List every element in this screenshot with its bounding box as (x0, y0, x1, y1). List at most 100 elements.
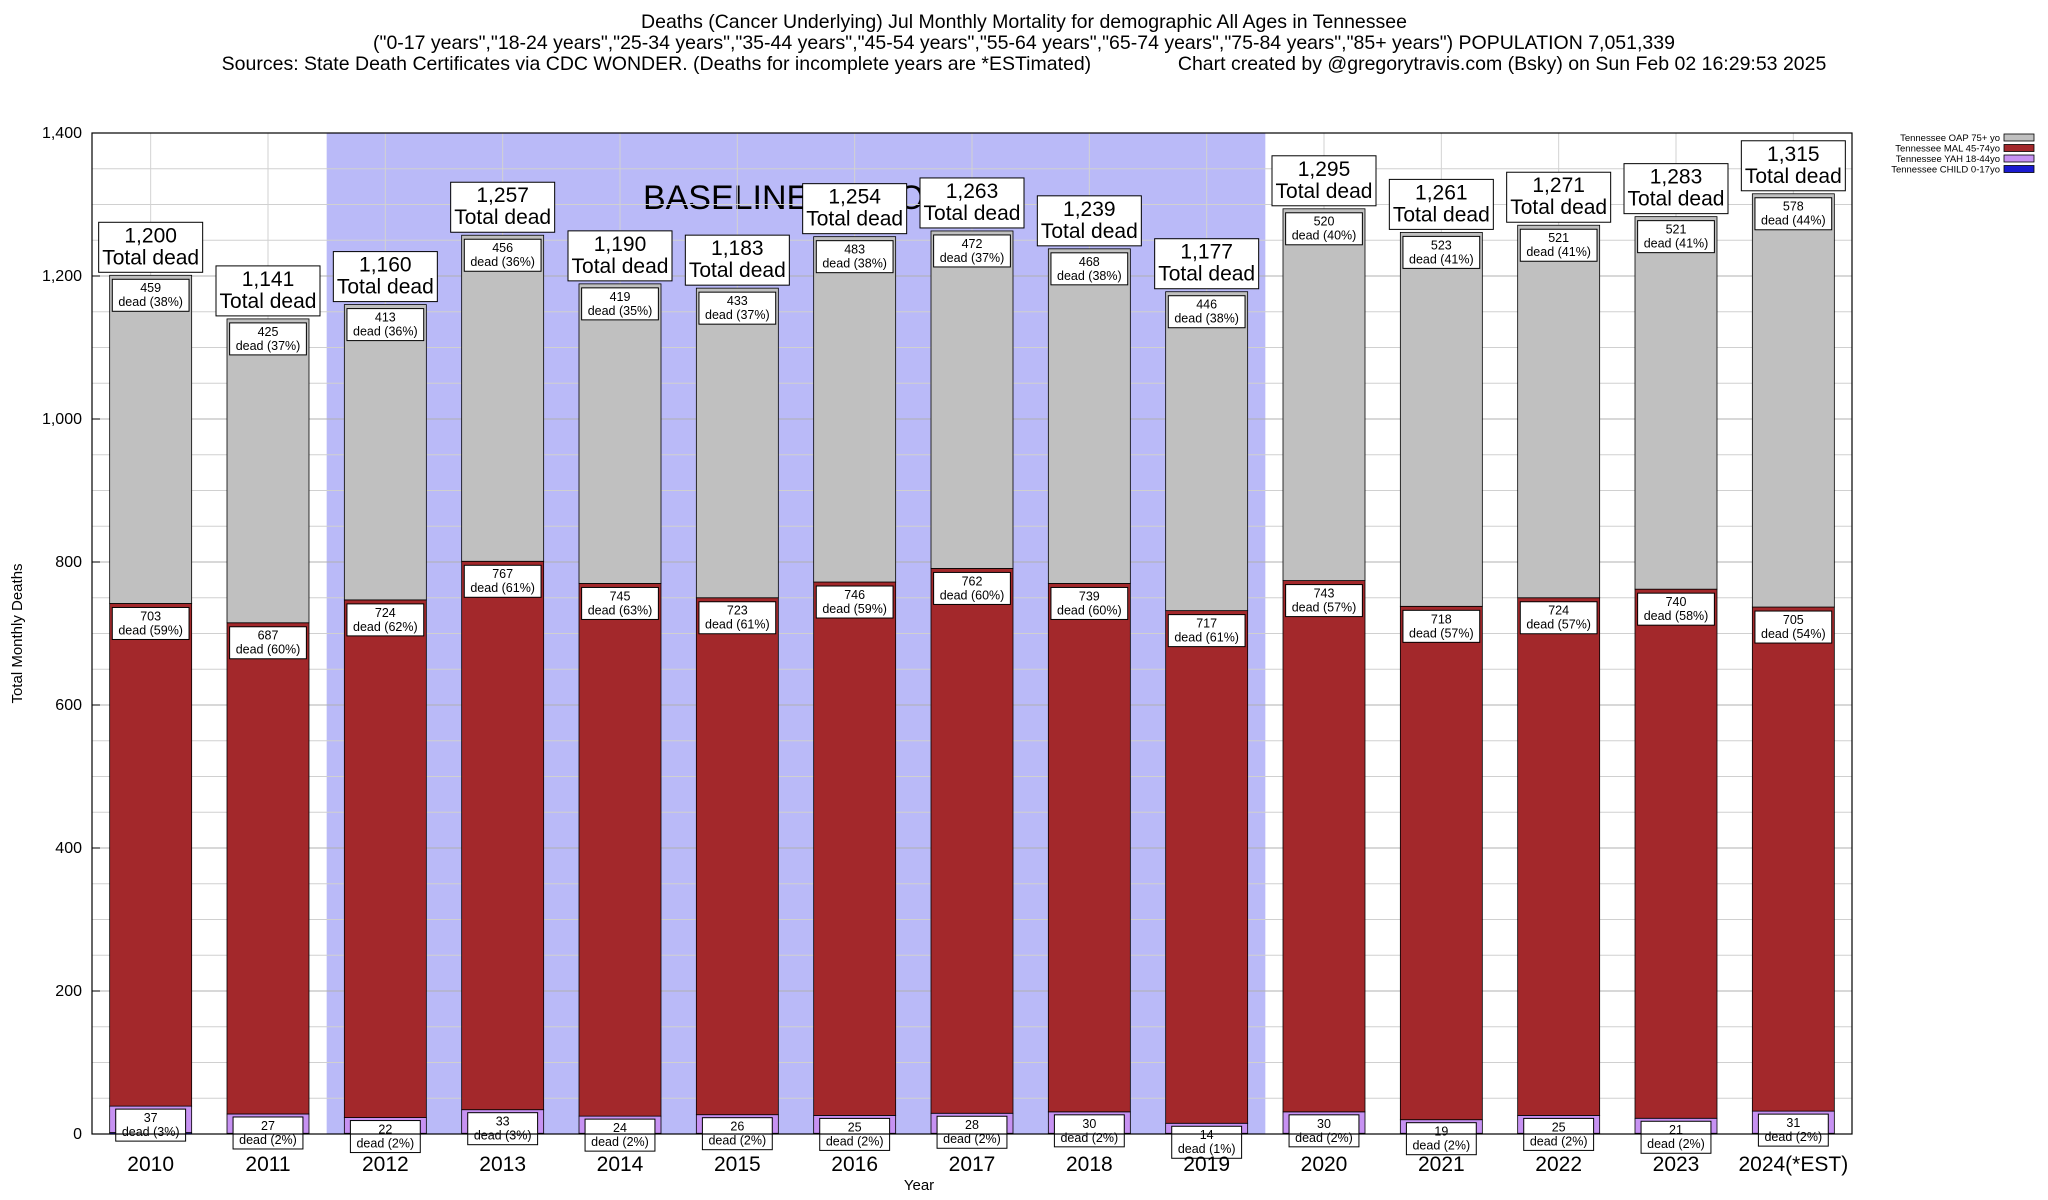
bar-segment-tennessee-mal-45-74yo (109, 603, 193, 1107)
label-total-box (1036, 195, 1142, 247)
label-mal-box (1167, 614, 1246, 648)
label-oap-box (1754, 197, 1833, 231)
bar-segment-tennessee-mal-45-74yo (1634, 588, 1718, 1119)
bar-segment-tennessee-oap-75-yo (1517, 224, 1601, 599)
legend-label: Tennessee MAL 45-74yo (1895, 144, 2000, 155)
label-mal-text: 718 (1431, 612, 1452, 626)
label-total-text: 1,283 (1650, 166, 1703, 189)
label-yah-box (115, 1108, 187, 1142)
x-tick-label: 2022 (1535, 1153, 1582, 1176)
label-yah-text: dead (2%) (591, 1135, 649, 1149)
label-oap-box (1519, 228, 1598, 262)
label-total-text: Total dead (1393, 203, 1490, 226)
bar-segment-tennessee-oap-75-yo (1282, 208, 1366, 581)
label-total-text: 1,257 (476, 184, 529, 207)
label-total-text: Total dead (1745, 165, 1842, 188)
label-total-text: Total dead (102, 246, 199, 269)
label-total-text: Total dead (572, 255, 669, 278)
label-total-box (1740, 140, 1846, 192)
label-yah-text: 31 (1786, 1116, 1800, 1130)
label-total-text: Total dead (689, 259, 786, 282)
label-mal-text: 705 (1783, 613, 1804, 627)
y-tick-label: 800 (55, 554, 82, 571)
label-mal-text: dead (62%) (353, 620, 418, 634)
label-yah-text: 33 (496, 1115, 510, 1129)
label-oap-box (1402, 235, 1481, 269)
bar-segment-tennessee-oap-75-yo (695, 287, 779, 599)
bar-segment-tennessee-oap-75-yo (109, 274, 193, 604)
label-oap-text: dead (40%) (1292, 229, 1357, 243)
x-tick-label: 2011 (245, 1153, 290, 1176)
legend-item: Tennessee CHILD 0-17yo (1891, 165, 2035, 176)
label-oap-box (1050, 252, 1129, 286)
label-total-text: Total dead (1158, 263, 1255, 286)
label-mal-text: dead (61%) (470, 581, 535, 595)
bar-segment-tennessee-mal-45-74yo (1751, 606, 1835, 1112)
label-yah-text: dead (3%) (474, 1129, 532, 1143)
label-yah-text: dead (2%) (356, 1136, 414, 1150)
chart-header: Deaths (Cancer Underlying) Jul Monthly M… (0, 12, 2048, 75)
label-oap-text: dead (38%) (822, 257, 887, 271)
label-oap-text: 578 (1783, 200, 1804, 214)
label-total-text: Total dead (1628, 188, 1725, 211)
label-mal-text: 717 (1196, 617, 1217, 631)
bar-segment-tennessee-mal-45-74yo (813, 581, 897, 1116)
label-yah-text: 27 (261, 1119, 275, 1133)
label-yah-text: dead (2%) (239, 1133, 297, 1147)
label-oap-text: 419 (610, 290, 631, 304)
label-yah-text: 22 (378, 1122, 392, 1136)
label-oap-text: 459 (140, 281, 161, 295)
label-yah-text: dead (2%) (1412, 1139, 1470, 1153)
label-yah-text: 26 (730, 1120, 744, 1134)
bar-segment-tennessee-oap-75-yo (1047, 248, 1131, 584)
x-tick-label: 2010 (127, 1153, 174, 1176)
label-yah-box (467, 1112, 539, 1146)
label-oap-box (111, 278, 190, 312)
label-mal-box (815, 585, 894, 619)
label-total-box (1388, 178, 1494, 230)
label-mal-text: dead (60%) (940, 588, 1005, 602)
bar-segment-tennessee-mal-45-74yo (1047, 583, 1131, 1113)
label-mal-text: 703 (140, 609, 161, 623)
label-mal-text: dead (58%) (1644, 609, 1709, 623)
label-oap-text: 472 (962, 237, 983, 251)
label-oap-box (1285, 212, 1363, 246)
label-mal-text: 724 (1548, 604, 1569, 618)
legend-item: Tennessee OAP 75+ yo (1900, 133, 2035, 144)
y-tick-label: 600 (55, 697, 82, 714)
label-mal-text: 762 (962, 574, 983, 588)
label-mal-box (933, 571, 1011, 605)
label-yah-text: 37 (144, 1111, 158, 1125)
bar-segment-tennessee-oap-75-yo (813, 236, 897, 583)
label-yah-text: dead (2%) (1530, 1134, 1588, 1148)
label-total-text: Total dead (337, 276, 434, 299)
label-yah-text: dead (2%) (826, 1134, 884, 1148)
label-mal-text: 687 (258, 629, 279, 643)
label-oap-text: dead (36%) (353, 325, 418, 339)
label-oap-text: dead (37%) (705, 308, 770, 322)
x-tick-label: 2012 (362, 1153, 409, 1176)
x-tick-label: 2016 (831, 1153, 878, 1176)
label-yah-box (232, 1116, 304, 1150)
x-axis-title: Year (904, 1177, 934, 1194)
label-mal-text: 746 (844, 588, 865, 602)
label-mal-box (1285, 584, 1363, 618)
x-tick-label: 2019 (1183, 1153, 1230, 1176)
